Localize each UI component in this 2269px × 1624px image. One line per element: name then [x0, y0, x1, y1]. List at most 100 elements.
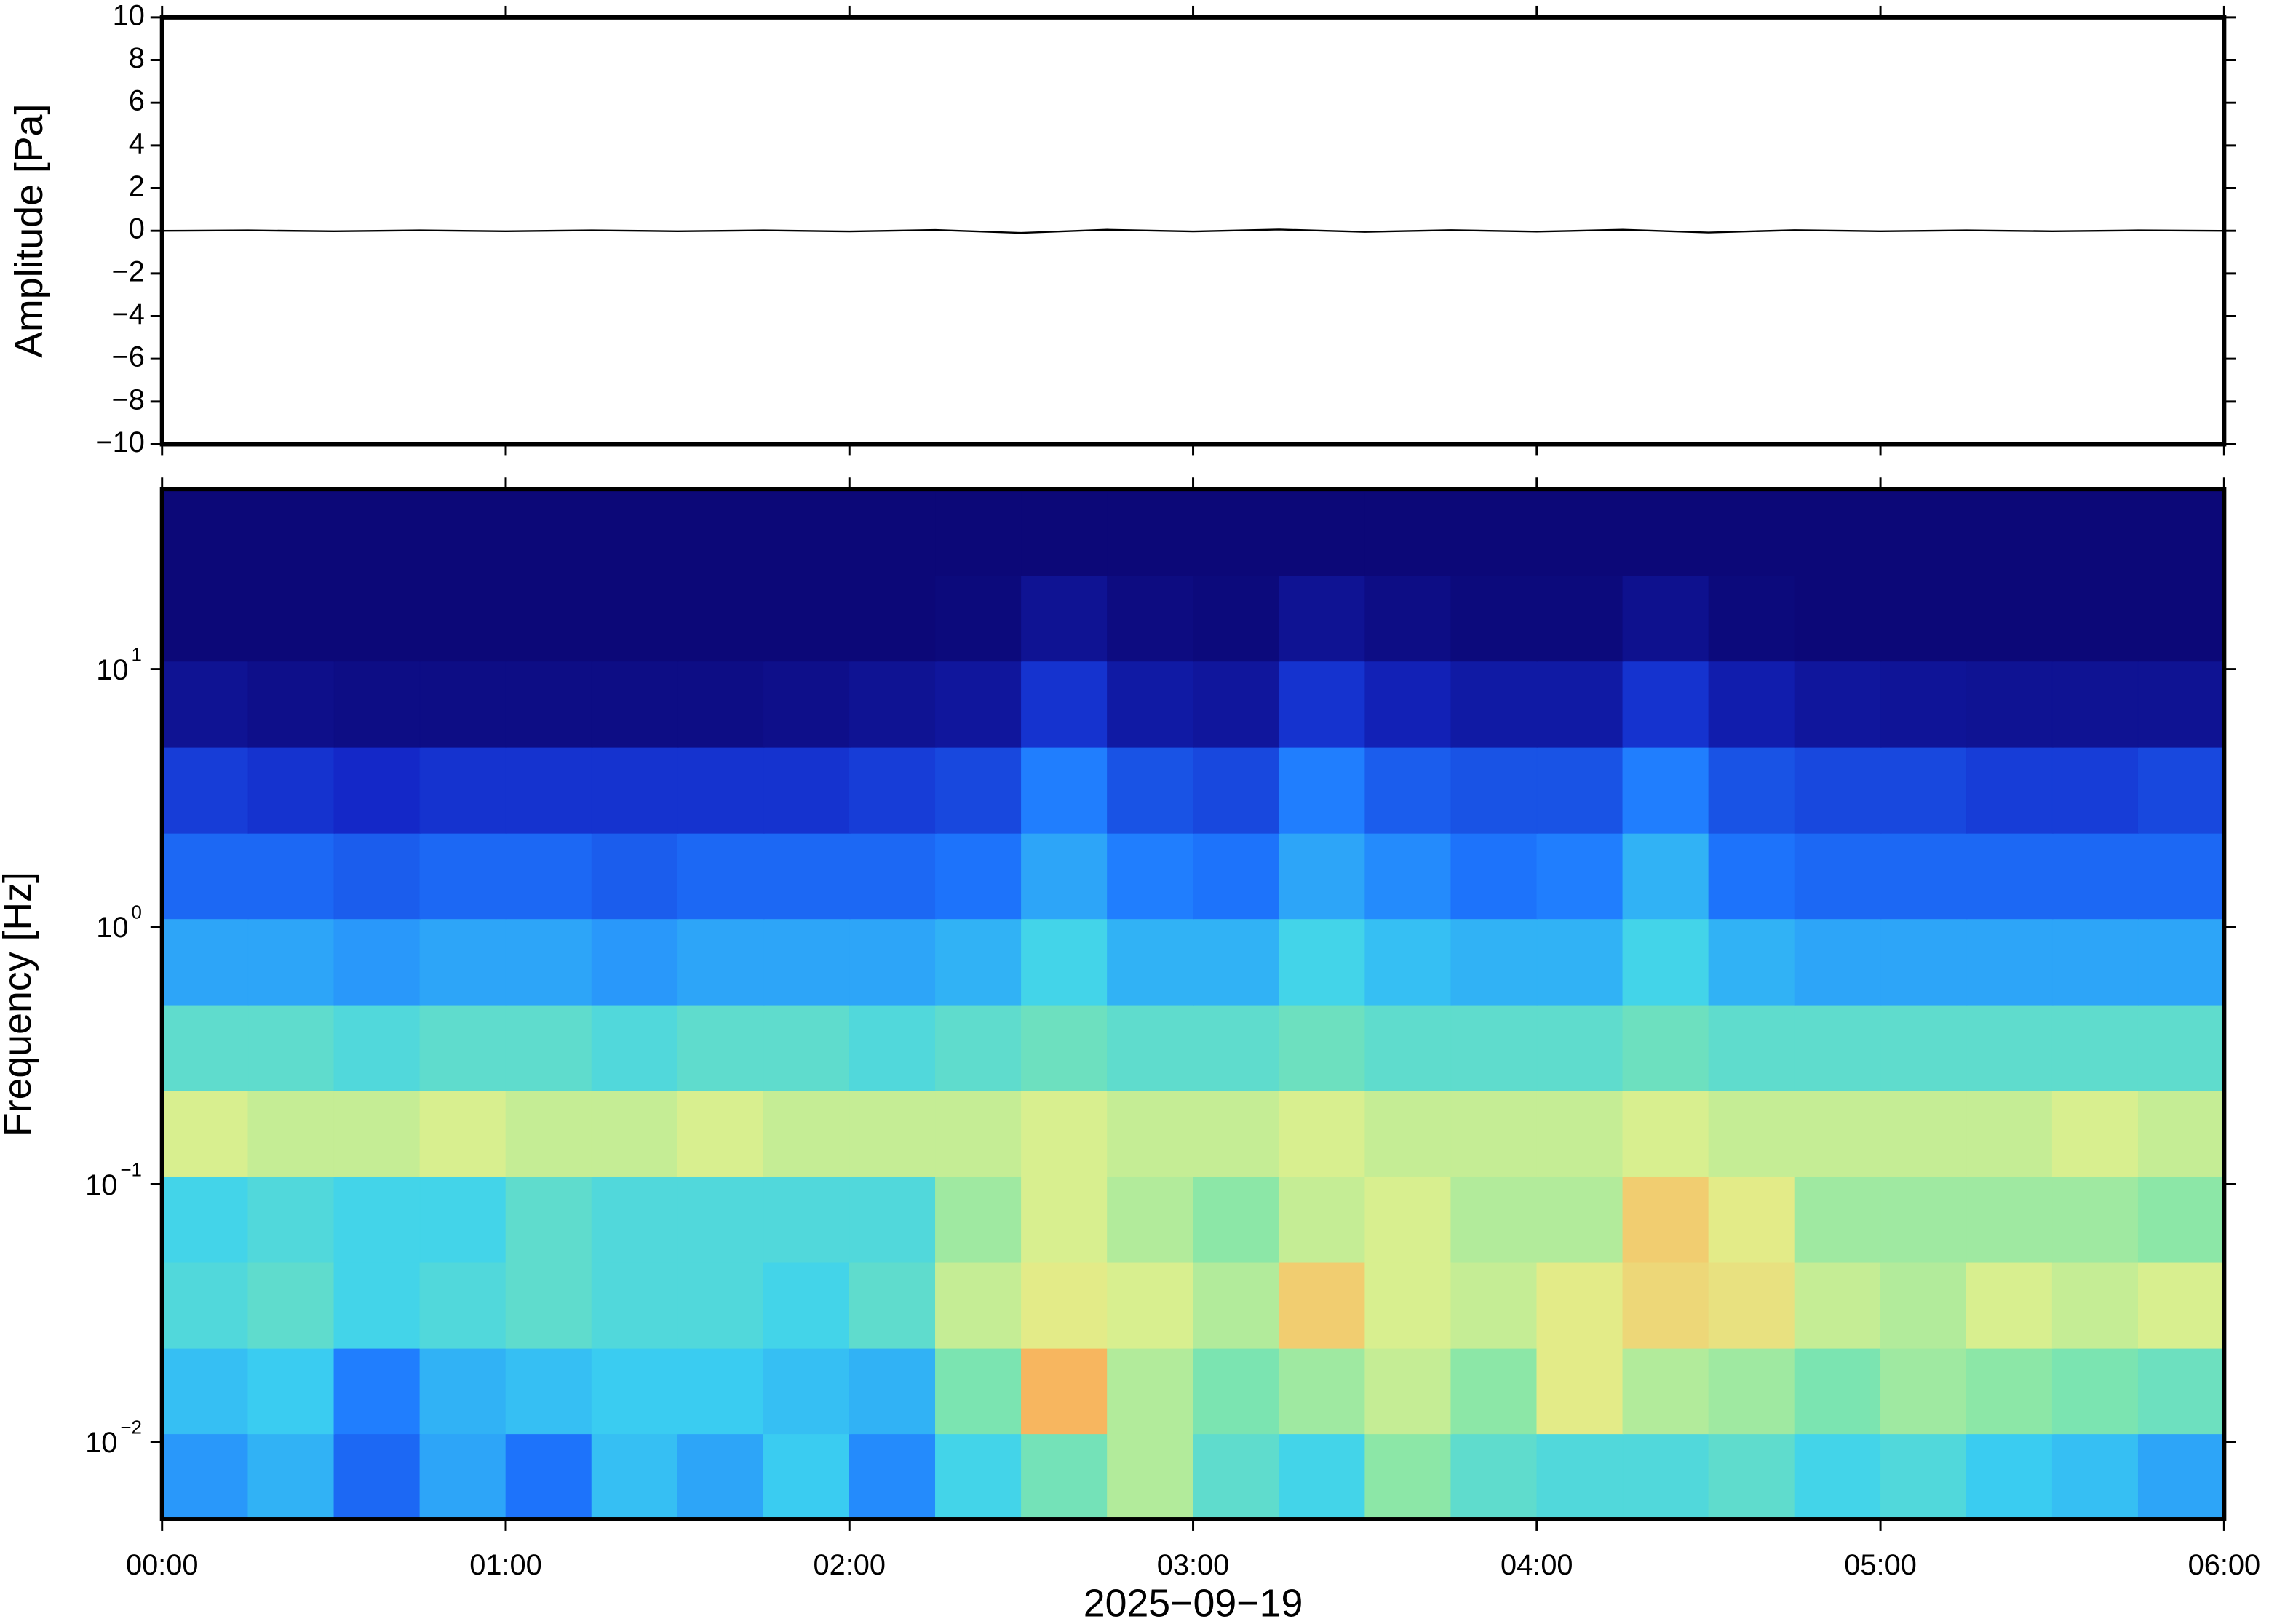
heatmap-cell — [333, 1261, 421, 1349]
heatmap-cell — [1966, 1089, 2054, 1177]
heatmap-cell — [333, 918, 421, 1006]
heatmap-cell — [1966, 1261, 2054, 1349]
heatmap-cell — [935, 660, 1022, 748]
heatmap-cell — [1622, 1347, 1710, 1435]
y-axis-label: Frequency [Hz] — [0, 872, 39, 1137]
heatmap-cell — [333, 832, 421, 920]
heatmap-cell — [1794, 1089, 1882, 1177]
heatmap-cell — [2137, 574, 2225, 662]
heatmap-cell — [247, 918, 335, 1006]
heatmap-cell — [1794, 1003, 1882, 1091]
heatmap-cell — [2137, 488, 2225, 576]
heatmap-cell — [247, 1089, 335, 1177]
heatmap-cell — [247, 1347, 335, 1435]
heatmap-cell — [763, 1347, 851, 1435]
heatmap-cell — [591, 918, 679, 1006]
heatmap-cell — [1708, 488, 1796, 576]
x-tick-label: 03:00 — [1157, 1549, 1230, 1581]
heatmap-cell — [677, 488, 765, 576]
heatmap-cell — [1364, 1003, 1453, 1091]
heatmap-cell — [591, 746, 679, 834]
heatmap-cell — [2051, 1347, 2139, 1435]
heatmap-cell — [2051, 1003, 2139, 1091]
heatmap-cell — [677, 918, 765, 1006]
heatmap-cell — [1880, 574, 1968, 662]
heatmap-cell — [935, 1175, 1022, 1263]
y-tick-exponent: −1 — [120, 1160, 141, 1180]
heatmap-cell — [763, 1003, 851, 1091]
heatmap-cell — [1880, 1347, 1968, 1435]
heatmap-cell — [1364, 746, 1453, 834]
heatmap-cell — [1364, 574, 1453, 662]
heatmap-cell — [1708, 1261, 1796, 1349]
heatmap-cell — [1364, 1089, 1453, 1177]
y-tick-label: 10 — [96, 654, 128, 686]
heatmap-cell — [1880, 918, 1968, 1006]
heatmap-cell — [1708, 1347, 1796, 1435]
y-tick-label: 10 — [85, 1427, 117, 1459]
y-tick-label: −8 — [112, 383, 145, 415]
heatmap-cell — [2137, 1003, 2225, 1091]
heatmap-cell — [1966, 832, 2054, 920]
heatmap-cell — [677, 1003, 765, 1091]
heatmap-cell — [1279, 488, 1367, 576]
heatmap-cell — [1279, 1433, 1367, 1521]
heatmap-cell — [1622, 1261, 1710, 1349]
heatmap-cell — [1107, 746, 1195, 834]
heatmap-cell — [1536, 1003, 1624, 1091]
heatmap-cell — [1193, 574, 1281, 662]
heatmap-cell — [1536, 1261, 1624, 1349]
heatmap-cell — [935, 1261, 1022, 1349]
heatmap-cell — [1794, 1261, 1882, 1349]
heatmap-cell — [333, 1433, 421, 1521]
heatmap-cell — [1966, 488, 2054, 576]
y-tick-exponent: −2 — [120, 1417, 141, 1438]
heatmap-cell — [162, 1433, 250, 1521]
heatmap-cell — [1279, 746, 1367, 834]
heatmap-cell — [1794, 574, 1882, 662]
heatmap-cell — [2051, 1175, 2139, 1263]
heatmap-cell — [1279, 1089, 1367, 1177]
heatmap-cell — [2137, 918, 2225, 1006]
heatmap-cell — [763, 832, 851, 920]
heatmap-cell — [1708, 832, 1796, 920]
panel: −10 −8 −6 −4 −2 0 2 4 6 8 10 Amplitude [Pa] — [7, 0, 2236, 458]
heatmap-cell — [162, 660, 250, 748]
heatmap-cell — [1794, 918, 1882, 1006]
heatmap-cell — [591, 1261, 679, 1349]
heatmap-cell — [1279, 1003, 1367, 1091]
heatmap-cell — [1794, 832, 1882, 920]
heatmap-cell — [2051, 1433, 2139, 1521]
heatmap-cell — [1021, 488, 1108, 576]
heatmap-cell — [1364, 1175, 1453, 1263]
heatmap-cell — [935, 1089, 1022, 1177]
heatmap-cell — [849, 746, 937, 834]
heatmap-cell — [763, 746, 851, 834]
heatmap-cell — [677, 1347, 765, 1435]
heatmap-cell — [333, 488, 421, 576]
heatmap-cell — [1536, 1433, 1624, 1521]
x-tick-label: 04:00 — [1501, 1549, 1573, 1581]
heatmap-cell — [419, 1003, 507, 1091]
heatmap-cell — [1364, 918, 1453, 1006]
heatmap-cell — [419, 1089, 507, 1177]
heatmap-cell — [1364, 1433, 1453, 1521]
heatmap-cell — [935, 832, 1022, 920]
heatmap-cell — [1450, 1089, 1538, 1177]
heatmap-cell — [1193, 1347, 1281, 1435]
heatmap-cell — [849, 574, 937, 662]
heatmap-cell — [1021, 574, 1108, 662]
heatmap-cell — [1536, 832, 1624, 920]
heatmap-cell — [419, 918, 507, 1006]
y-tick-label: 6 — [129, 85, 145, 117]
y-tick-label: 8 — [129, 42, 145, 74]
heatmap-cell — [505, 1089, 593, 1177]
heatmap-cell — [1193, 1089, 1281, 1177]
heatmap-cell — [1794, 488, 1882, 576]
heatmap-cell — [849, 1003, 937, 1091]
heatmap-cell — [1107, 1175, 1195, 1263]
heatmap-cell — [1450, 1347, 1538, 1435]
heatmap-cell — [1107, 574, 1195, 662]
heatmap-cell — [333, 746, 421, 834]
heatmap-cell — [1622, 1003, 1710, 1091]
